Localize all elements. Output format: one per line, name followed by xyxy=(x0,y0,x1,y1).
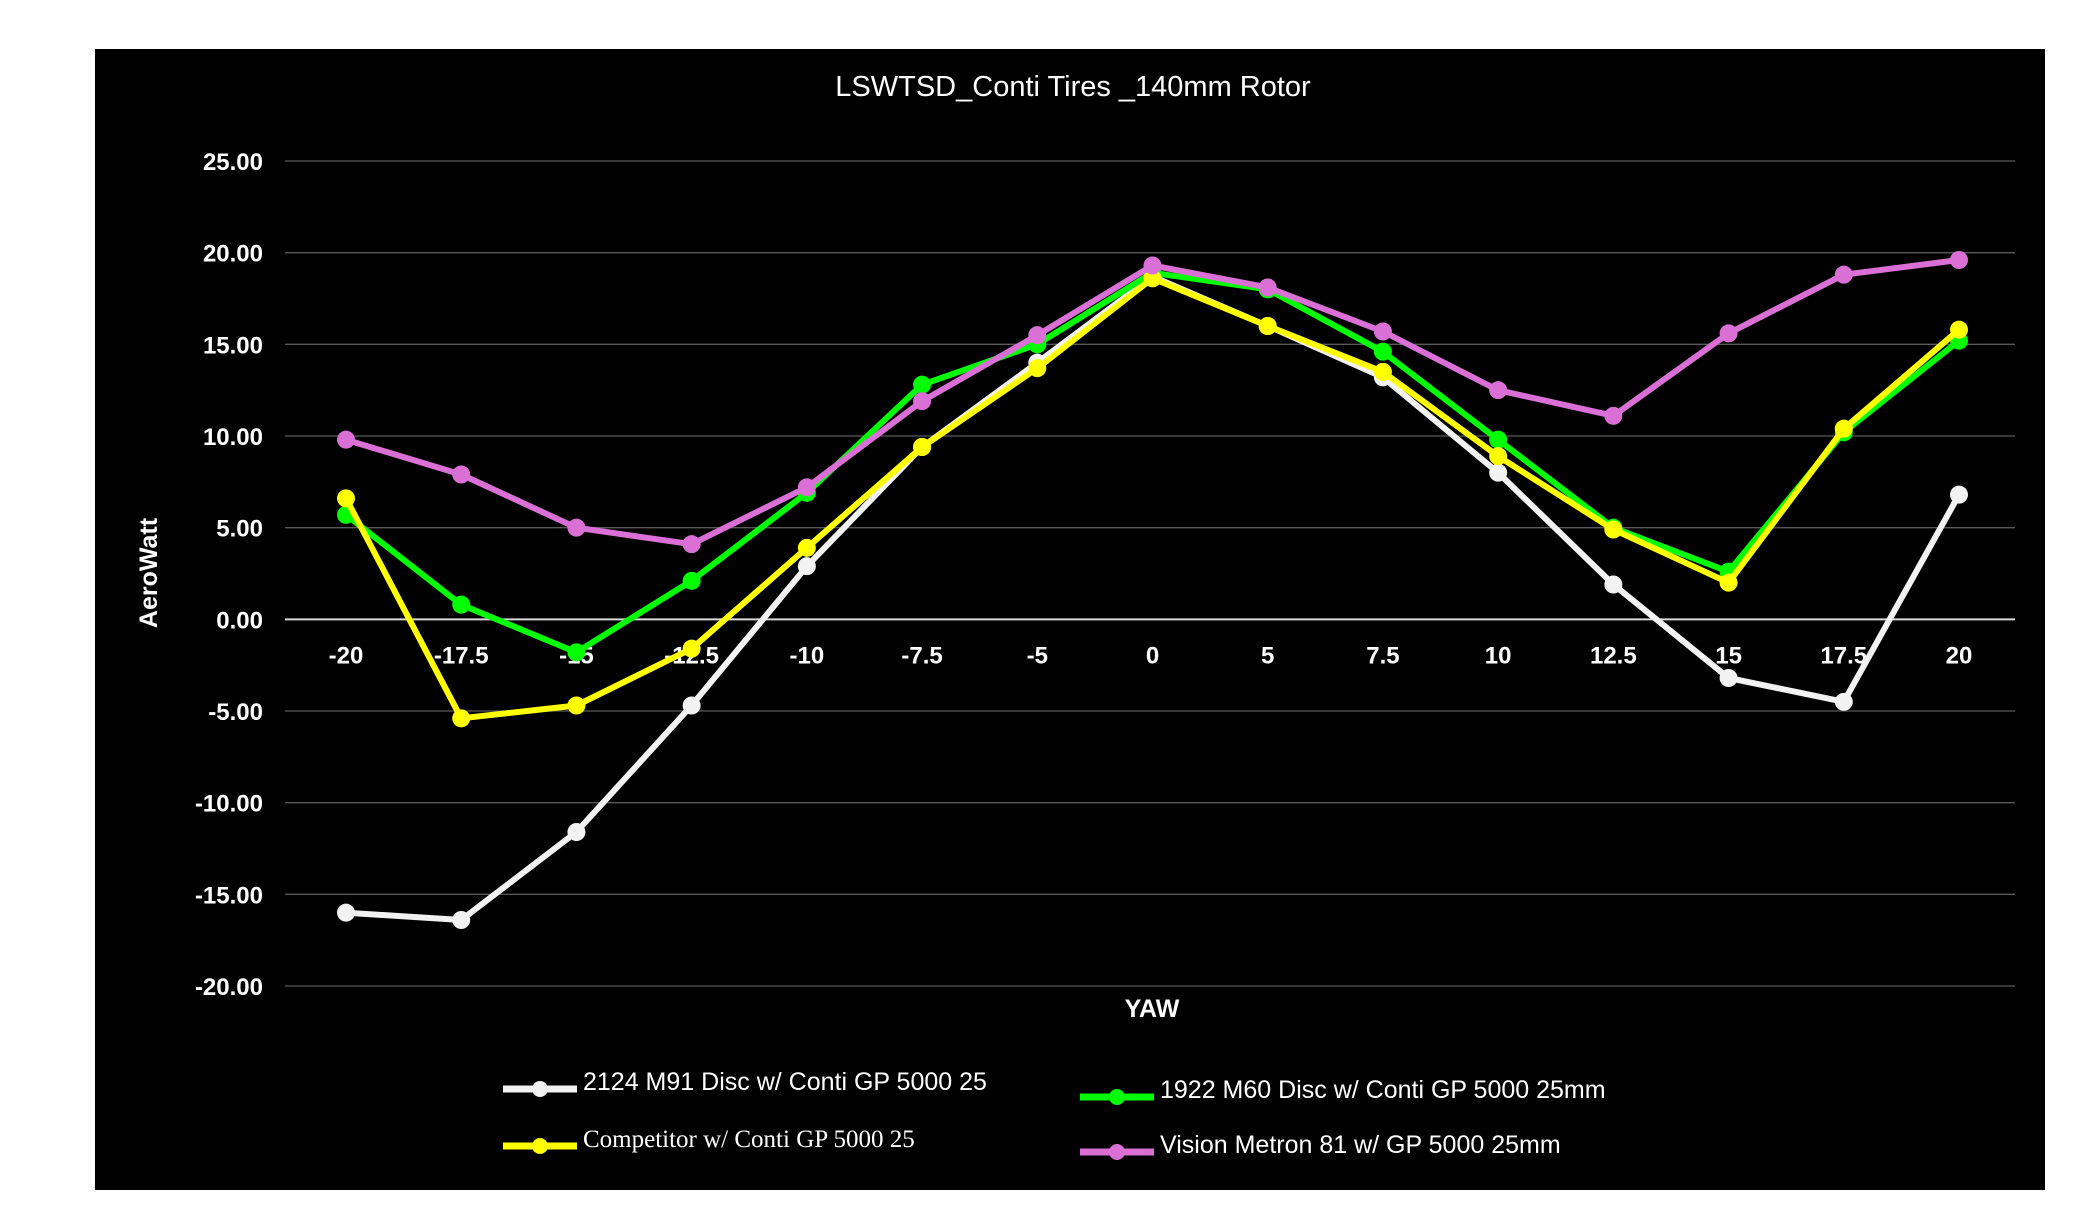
data-point xyxy=(452,595,471,614)
data-point xyxy=(567,823,586,841)
y-tick-label: 0.00 xyxy=(216,607,263,634)
data-point xyxy=(1950,485,1968,504)
line-chart: LSWTSD_Conti Tires _140mm Rotor 25.00 20.… xyxy=(135,71,2015,1160)
chart-title: LSWTSD_Conti Tires _140mm Rotor xyxy=(835,71,1311,103)
legend-entry: 2124 M91 Disc w/ Conti GP 5000 25 xyxy=(503,1068,987,1097)
data-point xyxy=(1604,575,1623,594)
data-point xyxy=(1719,669,1738,687)
data-point xyxy=(913,392,932,411)
series-1 xyxy=(337,267,1968,929)
y-tick-label: 20.00 xyxy=(203,241,263,268)
data-point xyxy=(567,696,586,715)
series-line xyxy=(343,273,1962,923)
data-point xyxy=(1604,406,1623,425)
x-axis-tick-labels: -20-17.5-15-12.5-10-7.5-5057.51012.51517… xyxy=(329,642,1973,669)
y-tick-label: 10.00 xyxy=(203,424,263,451)
data-point xyxy=(913,438,932,456)
data-point xyxy=(797,478,816,497)
data-point xyxy=(1258,278,1277,297)
legend-swatch-marker xyxy=(1109,1089,1125,1105)
x-tick-label: 7.5 xyxy=(1366,642,1399,669)
data-point xyxy=(452,465,471,484)
legend-label: Competitor w/ Conti GP 5000 25 xyxy=(583,1126,915,1153)
legend-swatch-marker xyxy=(532,1081,548,1097)
x-tick-label: -7.5 xyxy=(901,642,942,669)
data-point xyxy=(913,375,932,394)
legend: 2124 M91 Disc w/ Conti GP 5000 25 1922 M6… xyxy=(503,1068,1606,1160)
series-line xyxy=(343,257,1962,548)
data-point xyxy=(1834,692,1853,711)
x-tick-label: -20 xyxy=(329,642,364,669)
data-point xyxy=(337,489,355,508)
y-tick-label: 15.00 xyxy=(203,332,263,359)
data-point xyxy=(1950,251,1968,269)
x-tick-label: -5 xyxy=(1027,642,1048,669)
legend-entry: Vision Metron 81 w/ GP 5000 25mm xyxy=(1080,1131,1561,1160)
y-tick-label: 25.00 xyxy=(203,149,263,176)
data-point xyxy=(567,518,586,537)
chart-panel: LSWTSD_Conti Tires _140mm Rotor 25.00 20.… xyxy=(95,49,2045,1190)
y-axis-title: AeroWatt xyxy=(135,517,163,628)
data-point xyxy=(452,709,471,728)
data-point xyxy=(1373,322,1392,341)
x-axis-title: YAW xyxy=(1125,995,1180,1023)
data-point xyxy=(1950,320,1968,339)
x-tick-label: 5 xyxy=(1261,642,1274,669)
data-point xyxy=(1489,381,1508,400)
data-point xyxy=(682,639,701,658)
data-point xyxy=(337,903,355,922)
legend-swatch-marker xyxy=(1109,1144,1125,1160)
y-tick-label: 5.00 xyxy=(216,516,263,543)
data-point xyxy=(1719,324,1738,343)
legend-label: 1922 M60 Disc w/ Conti GP 5000 25mm xyxy=(1160,1076,1606,1104)
x-tick-label: -17.5 xyxy=(434,642,489,669)
data-point xyxy=(1373,342,1392,361)
x-tick-label: 17.5 xyxy=(1820,642,1867,669)
series-3 xyxy=(337,269,1968,728)
data-point xyxy=(797,538,816,557)
series-4 xyxy=(337,251,1968,554)
series-2 xyxy=(337,263,1968,662)
y-tick-label: -20.00 xyxy=(195,974,263,1001)
x-tick-label: 10 xyxy=(1485,642,1512,669)
data-point xyxy=(1489,447,1508,466)
data-point xyxy=(1143,269,1162,288)
data-point xyxy=(337,430,355,449)
data-point xyxy=(682,571,701,590)
y-tick-label: -15.00 xyxy=(195,882,263,909)
y-axis-tick-labels: 25.00 20.00 15.00 10.00 5.00 0.00 -5.00 -10.00 -… xyxy=(195,149,263,1001)
legend-label: 2124 M91 Disc w/ Conti GP 5000 25 xyxy=(583,1068,987,1096)
data-point xyxy=(682,535,701,554)
data-point xyxy=(1143,256,1162,275)
legend-label: Vision Metron 81 w/ GP 5000 25mm xyxy=(1160,1131,1561,1159)
x-tick-label: -10 xyxy=(790,642,825,669)
y-tick-label: -10.00 xyxy=(195,791,263,818)
legend-swatch-marker xyxy=(532,1138,548,1154)
x-tick-label: 0 xyxy=(1146,642,1159,669)
data-point xyxy=(1258,317,1277,335)
data-point xyxy=(1834,419,1853,438)
data-point xyxy=(682,696,701,715)
x-tick-label: 12.5 xyxy=(1590,642,1637,669)
data-point xyxy=(797,557,816,576)
data-point xyxy=(567,643,586,662)
data-point xyxy=(1028,326,1047,345)
data-point xyxy=(1719,573,1738,592)
data-point xyxy=(1028,359,1047,378)
data-point xyxy=(1373,362,1392,381)
legend-entry: Competitor w/ Conti GP 5000 25 xyxy=(503,1126,915,1154)
data-point xyxy=(1489,463,1508,482)
data-point xyxy=(1604,520,1623,539)
series-line xyxy=(343,269,1962,656)
data-point xyxy=(1834,265,1853,284)
legend-entry: 1922 M60 Disc w/ Conti GP 5000 25mm xyxy=(1080,1076,1606,1105)
y-tick-label: -5.00 xyxy=(208,699,263,726)
data-point xyxy=(1489,430,1508,449)
x-tick-label: 20 xyxy=(1946,642,1973,669)
series-lines xyxy=(337,251,1968,929)
data-point xyxy=(452,911,471,929)
x-tick-label: 15 xyxy=(1715,642,1742,669)
